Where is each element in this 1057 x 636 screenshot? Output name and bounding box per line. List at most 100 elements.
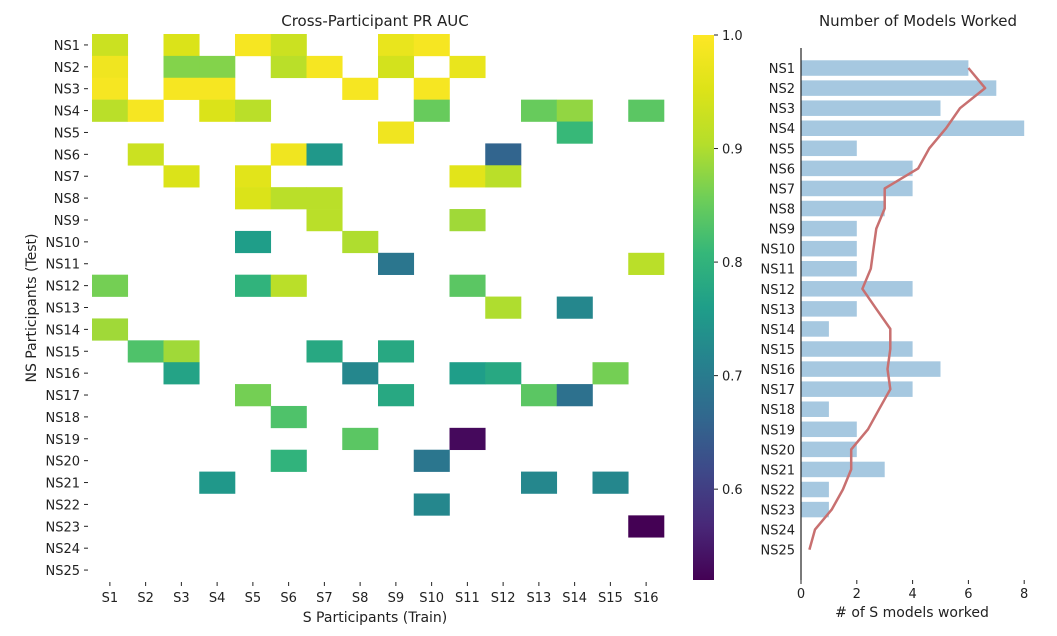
heatmap-title: Cross-Participant PR AUC: [281, 12, 469, 30]
heatmap-cell: [342, 362, 379, 385]
heatmap-cell: [378, 252, 415, 275]
bar: [801, 100, 941, 116]
heatmap-x-tick-label: S13: [526, 591, 551, 606]
heatmap-y-tick-label: NS14: [45, 323, 80, 338]
bar-chart-y-tick-label: NS15: [760, 343, 795, 358]
heatmap-cell: [485, 143, 522, 166]
heatmap-y-tick-label: NS7: [54, 170, 80, 185]
heatmap-cell: [163, 77, 200, 100]
heatmap-cell: [378, 384, 415, 407]
bar-chart-y-tick-label: NS25: [760, 544, 795, 559]
bar-chart-y-tick-label: NS13: [760, 303, 795, 318]
heatmap-cell: [235, 165, 272, 188]
heatmap-cell: [127, 99, 164, 122]
bar-chart-y-tick-label: NS7: [769, 182, 795, 197]
bar-chart-y-tick-label: NS9: [769, 223, 795, 238]
heatmap-cell: [92, 274, 129, 297]
heatmap-cell: [556, 384, 593, 407]
heatmap-cell: [306, 340, 343, 363]
bar-chart-y-tick-label: NS22: [760, 484, 795, 499]
heatmap-cell: [449, 427, 486, 451]
heatmap-cell: [413, 493, 450, 516]
bar: [801, 361, 941, 377]
heatmap-y-tick-label: NS17: [45, 389, 80, 404]
colorbar-tick-label: 1.0: [722, 29, 743, 44]
colorbar-tick-label: 0.7: [722, 370, 743, 385]
bar-chart-x-tick-label: 4: [908, 587, 916, 602]
heatmap-cell: [378, 340, 415, 363]
heatmap-cell: [163, 165, 200, 188]
bar: [801, 80, 997, 96]
bar: [801, 461, 885, 478]
heatmap-cell: [485, 362, 522, 385]
heatmap-cell: [163, 362, 200, 385]
bar: [801, 120, 1025, 136]
bar: [801, 341, 913, 357]
heatmap-y-tick-label: NS18: [45, 411, 80, 426]
bar-chart-x-ticks: 0 2 4 6 8: [797, 580, 1028, 602]
heatmap-cell: [485, 165, 522, 188]
heatmap-cell: [628, 515, 665, 538]
heatmap-x-tick-label: S9: [388, 591, 405, 606]
heatmap-y-tick-label: NS25: [45, 564, 80, 579]
bar-chart-y-tick-label: NS19: [760, 423, 795, 438]
heatmap-y-tick-label: NS12: [45, 280, 80, 295]
heatmap-cell: [485, 296, 522, 319]
heatmap-cell: [92, 77, 129, 100]
bar: [801, 501, 829, 518]
heatmap-x-tick-label: S5: [245, 591, 262, 606]
heatmap-cell: [235, 187, 272, 210]
heatmap-cell: [235, 34, 272, 57]
bar-chart-y-ticks: NS1 NS2 NS3 NS4 NS5 NS6 NS7 NS8 NS9 NS10 NS11 NS12 N…: [760, 62, 795, 559]
bar-chart-bars: [801, 60, 1025, 518]
bar-chart-y-tick-label: NS6: [769, 162, 795, 177]
heatmap-cell: [163, 55, 200, 79]
bar-chart-y-tick-label: NS17: [760, 383, 795, 398]
heatmap-y-tick-label: NS4: [54, 105, 80, 120]
heatmap-cell: [449, 55, 486, 79]
colorbar-tick-label: 0.8: [722, 256, 743, 271]
heatmap-x-tick-label: S15: [598, 591, 623, 606]
heatmap-chart: Cross-Participant PR AUC NS1 NS2 NS3 NS4 NS5…: [24, 12, 665, 626]
heatmap-cell: [413, 77, 450, 100]
heatmap-y-tick-label: NS6: [54, 148, 80, 163]
heatmap-cell: [270, 405, 307, 429]
heatmap-cell: [235, 99, 272, 122]
bar-chart-y-tick-label: NS8: [769, 203, 795, 218]
heatmap-cell: [556, 296, 593, 319]
bar: [801, 60, 969, 76]
heatmap-cell: [306, 187, 343, 210]
bar: [801, 401, 829, 417]
bar: [801, 240, 857, 257]
heatmap-cell: [521, 471, 558, 494]
bar: [801, 381, 913, 397]
heatmap-y-tick-label: NS22: [45, 498, 80, 513]
heatmap-y-tick-label: NS1: [54, 39, 80, 54]
heatmap-cell: [378, 34, 415, 57]
bar-chart-x-tick-label: 0: [797, 587, 805, 602]
bar: [801, 200, 885, 217]
heatmap-y-tick-label: NS19: [45, 433, 80, 448]
bar: [801, 481, 829, 498]
heatmap-x-tick-label: S12: [491, 591, 516, 606]
heatmap-x-tick-label: S6: [280, 591, 297, 606]
bar-chart-x-tick-label: 6: [964, 587, 972, 602]
bar-chart-y-tick-label: NS24: [760, 524, 795, 539]
heatmap-x-tick-label: S3: [173, 591, 190, 606]
heatmap-cell: [199, 99, 236, 122]
colorbar: 0.6 0.7 0.8 0.9 1.0: [693, 29, 743, 580]
heatmap-y-tick-label: NS16: [45, 367, 80, 382]
bar-chart-y-tick-label: NS3: [769, 102, 795, 117]
heatmap-cell: [235, 230, 272, 254]
heatmap-cell: [521, 99, 558, 122]
bar-chart-y-tick-label: NS10: [760, 243, 795, 258]
heatmap-x-tick-label: S2: [137, 591, 154, 606]
heatmap-cell: [92, 318, 129, 341]
heatmap-cell: [449, 209, 486, 232]
heatmap-y-tick-label: NS20: [45, 455, 80, 470]
bar: [801, 140, 857, 157]
heatmap-cell: [556, 121, 593, 144]
heatmap-cell: [342, 230, 379, 254]
heatmap-y-ticks: NS1 NS2 NS3 NS4 NS5 NS6 NS7 NS8 NS9 NS10 NS11 NS12 N…: [45, 39, 88, 579]
